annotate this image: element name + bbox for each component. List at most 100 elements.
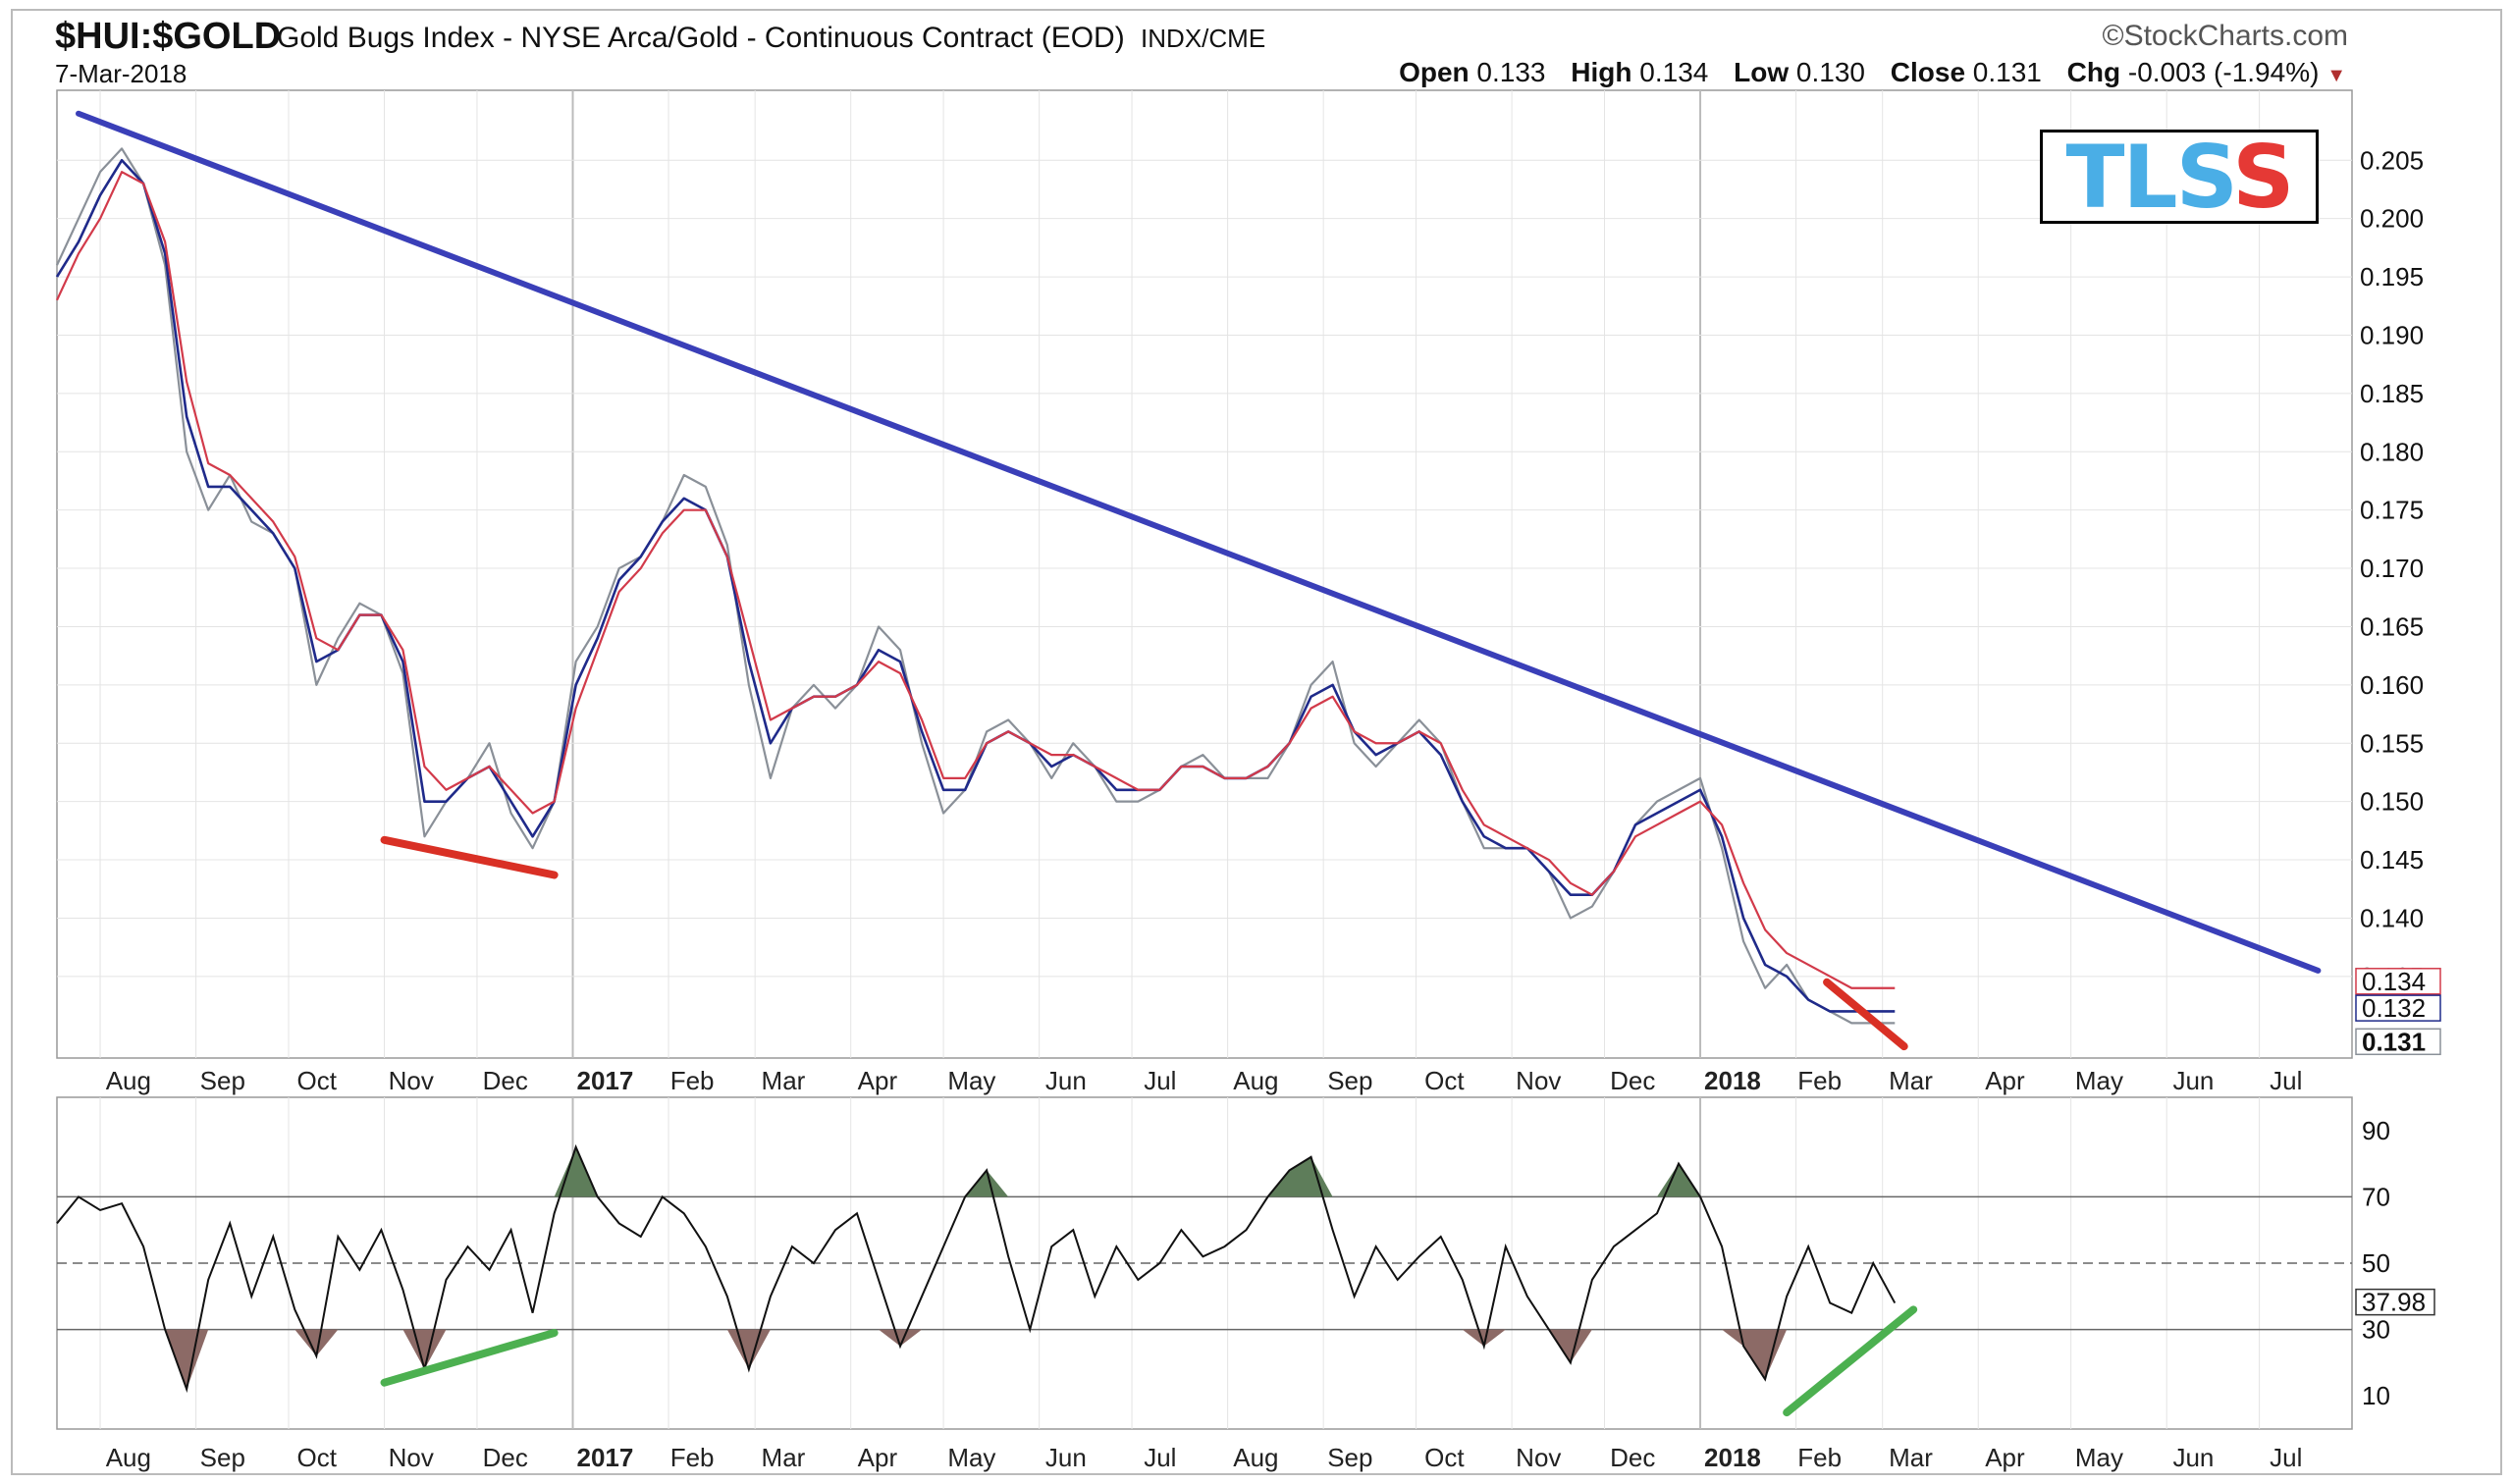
x-tick-label: Sep [200, 1066, 245, 1095]
x-tick-label: Jul [2270, 1066, 2302, 1095]
rsi-x-tick-label: 2018 [1704, 1443, 1761, 1472]
x-tick-label: Oct [1424, 1066, 1465, 1095]
exchange-text: INDX/CME [1141, 24, 1266, 53]
x-tick-label: Apr [858, 1066, 898, 1095]
y-tick-label: 0.165 [2360, 611, 2424, 641]
rsi-x-tick-label: Nov [1516, 1443, 1561, 1472]
rsi-x-tick-label: Nov [389, 1443, 434, 1472]
rsi-divergence-line [380, 1328, 559, 1387]
chart-date: 7-Mar-2018 [55, 59, 187, 88]
x-tick-label: Mar [1889, 1066, 1933, 1095]
rsi-last-value-label: 37.98 [2362, 1288, 2426, 1317]
x-tick-label: Dec [483, 1066, 528, 1095]
x-tick-label: Jun [2172, 1066, 2214, 1095]
rsi-x-tick-label: Mar [1889, 1443, 1933, 1472]
y-tick-label: 0.185 [2360, 379, 2424, 408]
x-tick-label: Feb [1797, 1066, 1842, 1095]
y-tick-label: 0.180 [2360, 437, 2424, 466]
rsi-x-tick-label: Sep [1327, 1443, 1372, 1472]
rsi-divergence-line [1783, 1305, 1918, 1417]
rsi-y-tick-label: 90 [2362, 1116, 2390, 1145]
rsi-x-tick-label: Oct [297, 1443, 338, 1472]
rsi-x-tick-label: Mar [762, 1443, 806, 1472]
open-value: 0.133 [1476, 57, 1546, 87]
x-tick-label: Aug [1233, 1066, 1278, 1095]
y-tick-label: 0.170 [2360, 554, 2424, 583]
outer-frame [11, 9, 2502, 1475]
rsi-x-tick-label: Oct [1424, 1443, 1465, 1472]
last-value-label: 0.132 [2362, 993, 2426, 1023]
x-tick-label: Jun [1045, 1066, 1087, 1095]
x-tick-label: 2017 [576, 1066, 633, 1095]
down-triangle-icon: ▼ [2326, 65, 2346, 86]
y-tick-label: 0.195 [2360, 262, 2424, 292]
rsi-x-tick-label: May [2075, 1443, 2123, 1472]
x-tick-label: Feb [670, 1066, 715, 1095]
chg-label: Chg [2066, 57, 2121, 87]
x-tick-label: Mar [762, 1066, 806, 1095]
price-divergence-line [1823, 978, 1908, 1051]
low-label: Low [1734, 57, 1790, 87]
x-tick-label: Aug [106, 1066, 151, 1095]
rsi-y-tick-label: 50 [2362, 1248, 2390, 1278]
ticker-symbol: $HUI:$GOLD [55, 16, 282, 57]
low-value: 0.130 [1795, 57, 1865, 87]
x-tick-label: Dec [1610, 1066, 1655, 1095]
y-tick-label: 0.200 [2360, 204, 2424, 234]
rsi-x-tick-label: Aug [106, 1443, 151, 1472]
x-tick-label: 2018 [1704, 1066, 1761, 1095]
rsi-last-value-box [2355, 1288, 2435, 1316]
price-divergence-line [380, 835, 559, 879]
last-value-box [2355, 1028, 2441, 1056]
y-tick-label: 0.145 [2360, 845, 2424, 874]
rsi-x-tick-label: Jun [1045, 1443, 1087, 1472]
rsi-y-tick-label: 10 [2362, 1381, 2390, 1410]
x-tick-label: May [2075, 1066, 2123, 1095]
rsi-x-tick-label: Jun [2172, 1443, 2214, 1472]
x-tick-label: Jul [1144, 1066, 1176, 1095]
close-value: 0.131 [1972, 57, 2042, 87]
y-tick-label: 0.155 [2360, 728, 2424, 758]
rsi-line [56, 1143, 1897, 1394]
resistance-trendline [76, 110, 2322, 974]
rsi-x-tick-label: Feb [1797, 1443, 1842, 1472]
x-tick-label: Nov [389, 1066, 434, 1095]
open-label: Open [1399, 57, 1470, 87]
y-tick-label: 0.175 [2360, 496, 2424, 525]
last-value-box [2355, 994, 2441, 1022]
x-tick-label: Oct [297, 1066, 338, 1095]
y-tick-label: 0.205 [2360, 145, 2424, 175]
last-value-label: 0.131 [2362, 1027, 2426, 1056]
rsi-x-tick-label: Jul [1144, 1443, 1176, 1472]
rsi-x-tick-label: Sep [200, 1443, 245, 1472]
rsi-x-tick-label: Jul [2270, 1443, 2302, 1472]
rsi-oversold-fill [57, 1329, 1896, 1390]
rsi-overbought-fill [57, 1146, 1896, 1197]
high-value: 0.134 [1639, 57, 1709, 87]
last-value-box [2355, 968, 2441, 995]
description-text: Gold Bugs Index - NYSE Arca/Gold - Conti… [277, 22, 1125, 54]
brand-watermark[interactable]: ©StockCharts.com [2102, 20, 2348, 52]
rsi-y-tick-label: 70 [2362, 1182, 2390, 1211]
rsi-x-tick-label: 2017 [576, 1443, 633, 1472]
chg-value: -0.003 (-1.94%) [2127, 57, 2320, 87]
rsi-x-tick-label: Feb [670, 1443, 715, 1472]
rsi-x-tick-label: Apr [1985, 1443, 2025, 1472]
last-value-label: 0.134 [2362, 967, 2426, 996]
y-tick-label: 0.190 [2360, 320, 2424, 349]
rsi-x-tick-label: May [947, 1443, 995, 1472]
chart-description: Gold Bugs Index - NYSE Arca/Gold - Conti… [277, 22, 1265, 55]
x-tick-label: Sep [1327, 1066, 1372, 1095]
x-tick-label: Apr [1985, 1066, 2025, 1095]
rsi-x-tick-label: Dec [483, 1443, 528, 1472]
high-label: High [1571, 57, 1632, 87]
y-tick-label: 0.160 [2360, 670, 2424, 700]
slow-ma-line [56, 171, 1896, 989]
close-label: Close [1890, 57, 1966, 87]
x-tick-label: May [947, 1066, 995, 1095]
ohlc-readout: Open 0.133 High 0.134 Low 0.130 Close 0.… [1399, 57, 2346, 88]
rsi-x-tick-label: Aug [1233, 1443, 1278, 1472]
rsi-x-tick-label: Apr [858, 1443, 898, 1472]
x-tick-label: Nov [1516, 1066, 1561, 1095]
